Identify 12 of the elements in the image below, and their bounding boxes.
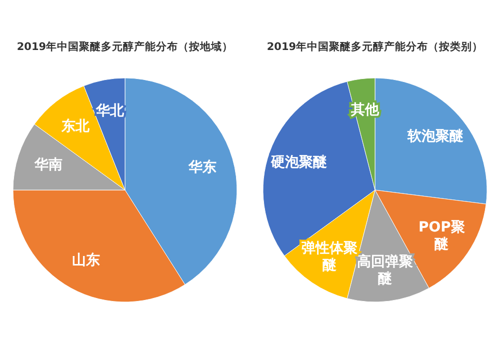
slice-label: 软泡聚醚 [406,128,464,145]
slice-label: 华南 [33,157,62,174]
slice-label: 弹性体聚醚 [302,240,358,274]
slice-label: 东北 [60,117,91,134]
slice-label: POP聚醚 [418,219,465,252]
slice-label: 高回弹聚醚 [357,253,414,288]
chart-title: 2019年中国聚醚多元醇产能分布（按类别） [266,40,484,53]
chart-title: 2019年中国聚醚多元醇产能分布（按地域） [16,40,234,53]
slice-label: 华北 [94,102,125,119]
slice-label: 华东 [187,158,216,176]
slice-label: 山东 [72,252,100,269]
slice-label: 硬泡聚醚 [270,154,328,171]
